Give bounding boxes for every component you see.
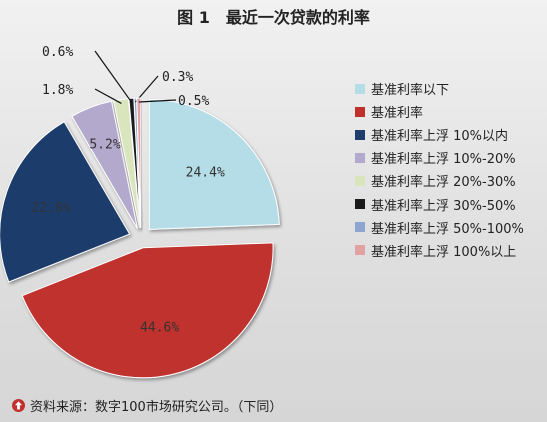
legend-label: 基准利率 bbox=[371, 106, 424, 122]
legend-swatch bbox=[355, 245, 365, 256]
pie-slice bbox=[113, 98, 141, 229]
legend-label: 基准利率上浮 50%-100% bbox=[371, 221, 524, 237]
legend-item: 基准利率上浮 10%-20% bbox=[355, 146, 524, 169]
pie-slice bbox=[0, 121, 131, 283]
legend-swatch bbox=[355, 106, 365, 117]
legend-label: 基准利率上浮 20%-30% bbox=[371, 175, 516, 191]
pie-slice bbox=[21, 242, 274, 379]
source-note: 资料来源：数字100市场研究公司。（下同） bbox=[12, 396, 282, 415]
legend-item: 基准利率上浮 30%-50% bbox=[355, 192, 524, 215]
legend-swatch bbox=[355, 175, 365, 186]
slice-value-label: 24.4% bbox=[186, 165, 225, 180]
legend-label: 基准利率上浮 100%以上 bbox=[371, 244, 517, 260]
slice-value-label: 22.6% bbox=[31, 201, 70, 216]
slice-value-label: 5.2% bbox=[89, 138, 120, 153]
legend-item: 基准利率上浮 20%-30% bbox=[355, 169, 524, 192]
callout-line bbox=[94, 88, 122, 104]
up-arrow-circle-icon bbox=[12, 399, 25, 412]
legend-swatch bbox=[355, 199, 365, 210]
legend-label: 基准利率上浮 10%-20% bbox=[371, 152, 516, 168]
legend: 基准利率以下 基准利率基准利率上浮 10%以内 基准利率上浮 10%-20% 基准利率… bbox=[355, 77, 524, 262]
legend-item: 基准利率上浮 50%-100% bbox=[355, 216, 524, 239]
source-text: 资料来源：数字100市场研究公司。（下同） bbox=[30, 400, 283, 415]
legend-item: 基准利率上浮 10%以内 bbox=[355, 123, 524, 146]
legend-label: 基准利率上浮 10%以内 bbox=[371, 129, 509, 145]
legend-label: 基准利率上浮 30%-50% bbox=[371, 198, 516, 214]
slice-value-label: 0.3% bbox=[162, 70, 193, 85]
legend-swatch bbox=[355, 129, 365, 140]
legend-label: 基准利率以下 bbox=[371, 83, 450, 99]
slice-value-label: 44.6% bbox=[140, 321, 179, 336]
legend-swatch bbox=[355, 83, 365, 94]
legend-swatch bbox=[355, 152, 365, 163]
pie-slice bbox=[71, 100, 138, 229]
legend-swatch bbox=[355, 222, 365, 233]
slice-value-label: 1.8% bbox=[42, 83, 73, 98]
legend-item: 基准利率以下 bbox=[355, 77, 524, 100]
pie-slice bbox=[148, 98, 280, 230]
slice-value-label: 0.5% bbox=[178, 94, 209, 109]
pie-slice bbox=[136, 97, 142, 229]
slice-value-label: 0.6% bbox=[42, 45, 73, 60]
callout-line bbox=[138, 99, 177, 103]
chart-title: 图 1 最近一次贷款的利率 bbox=[177, 8, 370, 27]
legend-item: 基准利率 bbox=[355, 100, 524, 123]
legend-item: 基准利率上浮 100%以上 bbox=[355, 239, 524, 262]
callout-line bbox=[94, 50, 133, 103]
